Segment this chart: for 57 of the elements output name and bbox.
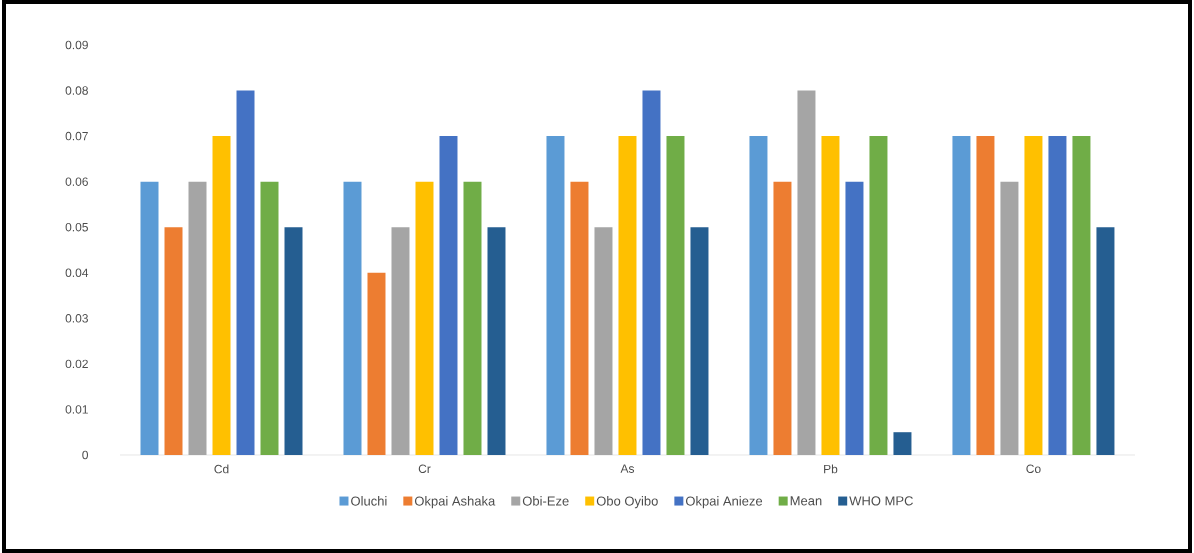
legend-label: Mean xyxy=(790,496,822,506)
bar xyxy=(1048,136,1067,455)
bar xyxy=(463,181,482,455)
bar xyxy=(164,227,183,455)
y-tick-label: 0.01 xyxy=(65,405,88,414)
bar xyxy=(1024,136,1043,455)
bar xyxy=(570,181,589,455)
y-tick-label: 0 xyxy=(82,450,89,460)
bar xyxy=(666,136,685,455)
y-tick-label: 0.02 xyxy=(65,359,88,369)
y-tick-label: 0.04 xyxy=(65,268,89,278)
bar xyxy=(188,181,207,455)
bar xyxy=(140,181,159,455)
y-tick-label: 0.08 xyxy=(65,86,88,95)
bar xyxy=(594,227,613,455)
legend-label: Okpai Ashaka xyxy=(414,496,496,509)
bar xyxy=(952,136,971,455)
bar xyxy=(546,136,565,455)
x-tick-label: Cd xyxy=(214,464,229,474)
legend-label: Oluchi xyxy=(351,496,387,506)
bar xyxy=(642,90,661,455)
y-tick-label: 0.03 xyxy=(65,314,88,323)
y-tick-label: 0.07 xyxy=(65,131,88,141)
bar xyxy=(487,227,506,455)
bar xyxy=(749,136,768,455)
bar xyxy=(1096,227,1115,455)
bar xyxy=(976,136,995,455)
x-tick-label: Co xyxy=(1026,464,1041,474)
x-tick-label: Cr xyxy=(418,464,431,474)
bar xyxy=(391,227,410,455)
bar xyxy=(260,181,279,455)
bar xyxy=(367,272,386,455)
bar xyxy=(439,136,458,455)
bar xyxy=(415,181,434,455)
x-tick-label: As xyxy=(620,464,635,473)
bar xyxy=(212,136,231,455)
bar xyxy=(821,136,840,455)
bar xyxy=(618,136,637,455)
bar xyxy=(869,136,888,455)
legend-label: WHO MPC xyxy=(849,496,913,506)
bar xyxy=(797,90,816,455)
bar xyxy=(893,432,912,455)
bar xyxy=(1000,181,1019,455)
y-tick-label: 0.06 xyxy=(65,177,88,186)
y-tick-label: 0.05 xyxy=(65,222,88,232)
bar xyxy=(284,227,303,455)
bar xyxy=(773,181,792,455)
bar xyxy=(236,90,255,455)
x-tick-label: Pb xyxy=(824,464,838,474)
bar xyxy=(690,227,709,455)
y-tick-label: 0.09 xyxy=(65,40,88,50)
legend-label: Okpai Anieze xyxy=(685,496,763,509)
legend-label: Obi-Eze xyxy=(522,496,569,506)
bar xyxy=(1072,136,1091,455)
bar xyxy=(343,181,362,455)
bar xyxy=(845,181,864,455)
legend-label: Obo Oyibo xyxy=(596,496,658,509)
